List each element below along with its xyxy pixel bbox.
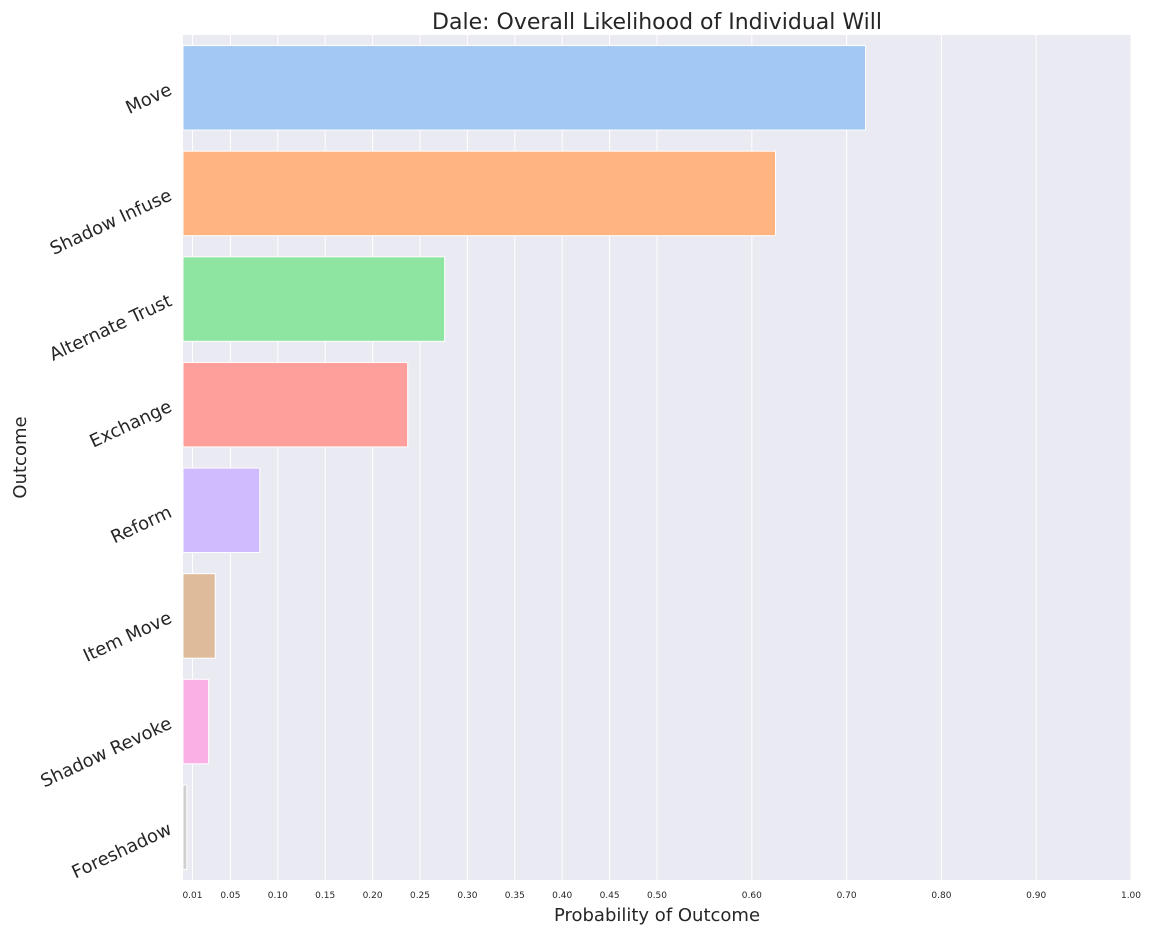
- x-tick-label: 0.45: [600, 891, 620, 901]
- x-tick-label: 0.30: [457, 891, 477, 901]
- bar: [182, 467, 261, 554]
- x-tick-label: 1.00: [1121, 891, 1141, 901]
- bar: [182, 150, 776, 237]
- category-label: Shadow Infuse: [47, 185, 175, 260]
- chart-title: Dale: Overall Likelihood of Individual W…: [432, 10, 882, 35]
- bar: [182, 45, 867, 131]
- category-label: Reform: [108, 502, 176, 548]
- x-tick-label: 0.50: [647, 891, 667, 901]
- bar: [182, 678, 210, 765]
- x-tick-label: 0.35: [505, 891, 525, 901]
- category-label: Item Move: [80, 607, 175, 666]
- category-label: Foreshadow: [69, 819, 176, 884]
- x-tick-label: 0.60: [742, 891, 762, 901]
- x-tick-label: 0.25: [410, 891, 430, 901]
- x-tick-label: 0.80: [931, 891, 951, 901]
- x-tick-label: 0.10: [268, 891, 288, 901]
- x-tick-label: 0.70: [837, 891, 857, 901]
- bar: [182, 256, 446, 342]
- category-label: Alternate Trust: [46, 291, 175, 366]
- x-tick-label: 0.01: [182, 891, 202, 901]
- category-label: Shadow Revoke: [37, 713, 175, 792]
- x-tick-label: 0.20: [363, 891, 383, 901]
- bars: [182, 45, 867, 870]
- x-tick-label: 0.40: [552, 891, 572, 901]
- x-tick-labels: 0.01 0.05 0.10 0.15 0.20 0.25 0.30 0.35 0.40 0.45…: [182, 891, 1141, 901]
- x-axis-label: Probability of Outcome: [554, 905, 760, 926]
- y-axis-label: Outcome: [10, 416, 31, 498]
- bar: [182, 361, 409, 448]
- x-tick-label: 0.15: [315, 891, 335, 901]
- bar: [182, 573, 216, 659]
- category-labels: Move Shadow Infuse Alternate Trust Exchange…: [37, 79, 175, 883]
- bar: [182, 784, 188, 870]
- category-label: Exchange: [87, 396, 176, 452]
- x-tick-label: 0.05: [220, 891, 240, 901]
- category-label: Move: [122, 79, 175, 118]
- x-tick-label: 0.90: [1026, 891, 1046, 901]
